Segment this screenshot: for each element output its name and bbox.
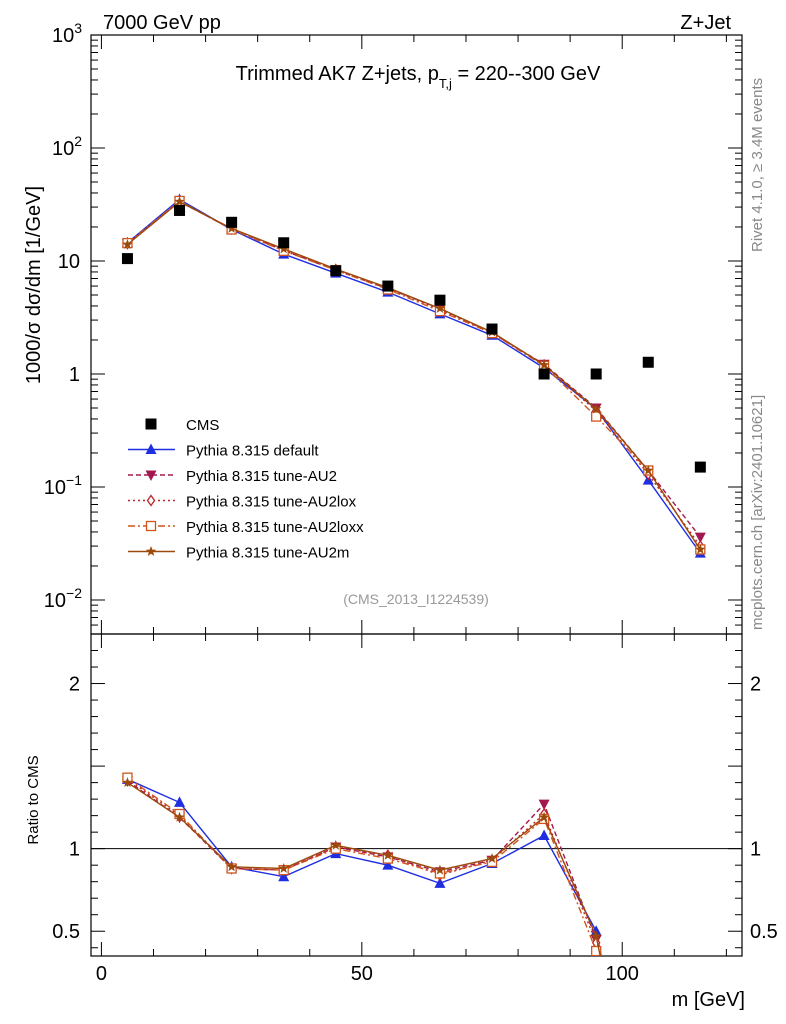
data-point-cms <box>486 323 498 335</box>
main-y-tick-label: 10 <box>58 251 80 273</box>
ratio-marker-0 <box>538 829 550 840</box>
ratio-marker-4 <box>382 849 394 860</box>
plot-title: Trimmed AK7 Z+jets, pT,j = 220--300 GeV <box>236 63 601 91</box>
ratio-marker-4 <box>590 930 602 941</box>
data-point-cms <box>278 237 290 249</box>
main-series-layer <box>121 193 706 558</box>
data-point-cms <box>694 461 706 473</box>
ratio-marker-4 <box>330 839 342 850</box>
series-marker-4 <box>538 359 550 370</box>
ratio-marker-1 <box>538 799 550 811</box>
rivet-label: Rivet 4.1.0, ≥ 3.4M events <box>749 78 766 252</box>
legend-label-3: Pythia 8.315 tune-AU2loxx <box>186 519 364 536</box>
ratio-line-1 <box>127 780 601 956</box>
ratio-line-2 <box>127 778 600 956</box>
x-axis-label: m [GeV] <box>672 989 745 1011</box>
ratio-y-tick-label-left: 0.5 <box>52 921 80 943</box>
legend-marker-cms <box>145 418 157 430</box>
ratio-marker-4 <box>486 853 498 864</box>
legend: CMS Pythia 8.315 default Pythia 8.315 tune… <box>128 417 364 562</box>
data-point-cms <box>538 368 550 380</box>
main-y-tick-label: 10−1 <box>44 472 82 499</box>
series-marker-3 <box>591 411 602 422</box>
main-y-tick-label: 10−2 <box>44 585 82 612</box>
legend-marker-1 <box>145 470 157 481</box>
data-point-cms <box>226 216 238 228</box>
ratio-y-tick-label-left: 1 <box>69 839 80 861</box>
data-point-cms <box>382 280 394 292</box>
header-right: Z+Jet <box>680 12 731 34</box>
legend-marker-2 <box>146 494 156 507</box>
plot-title-sub: T,j <box>439 76 452 91</box>
ratio-marker-0 <box>174 796 186 807</box>
ratio-marker-4 <box>278 862 289 873</box>
data-point-cms <box>121 253 133 265</box>
series-marker-4 <box>590 403 602 414</box>
legend-marker-3 <box>145 520 157 532</box>
series-line-4 <box>127 200 701 550</box>
legend-marker-4 <box>145 546 157 556</box>
ratio-y-tick-label-right: 0.5 <box>750 921 778 943</box>
main-y-tick-label: 1 <box>69 364 80 386</box>
ratio-marker-3 <box>591 945 602 956</box>
plot-title-tail: = 220--300 GeV <box>452 63 601 85</box>
legend-label-cms: CMS <box>186 417 219 434</box>
ratio-line-4 <box>127 782 601 956</box>
data-point-cms <box>330 265 342 277</box>
ratio-y-ticks: 2 2 1 1 0.5 0.5 <box>52 650 778 949</box>
ratio-marker-0 <box>434 877 446 888</box>
legend-label-1: Pythia 8.315 tune-AU2 <box>186 468 337 485</box>
series-marker-4 <box>122 238 133 249</box>
ratio-marker-4 <box>122 777 133 788</box>
series-marker-4 <box>643 464 654 475</box>
mcplots-label: mcplots.cern.ch [arXiv:2401.10621] <box>749 395 766 630</box>
ratio-y-tick-label-right: 1 <box>750 839 761 861</box>
data-point-cms <box>434 294 446 306</box>
series-marker-4 <box>226 222 237 233</box>
legend-label-2: Pythia 8.315 tune-AU2lox <box>186 494 357 511</box>
analysis-tag: (CMS_2013_I1224539) <box>343 591 489 607</box>
main-y-tick-label: 103 <box>52 20 82 47</box>
data-point-cms <box>642 356 654 368</box>
series-marker-4 <box>695 543 706 554</box>
series-marker-1 <box>694 532 706 544</box>
x-tick-label: 100 <box>606 963 639 985</box>
ratio-y-axis-label: Ratio to CMS <box>25 755 42 844</box>
legend-label-0: Pythia 8.315 default <box>186 443 319 460</box>
x-tick-label: 50 <box>351 963 373 985</box>
header-left: 7000 GeV pp <box>103 12 221 34</box>
main-y-axis-label: 1000/σ dσ/dm [1/GeV] <box>23 186 45 384</box>
x-tick-label: 0 <box>96 963 107 985</box>
legend-marker-0 <box>145 443 157 454</box>
legend-label-4: Pythia 8.315 tune-AU2m <box>186 545 349 562</box>
main-y-tick-label: 102 <box>52 133 82 160</box>
series-line-1 <box>127 200 701 538</box>
series-marker-4 <box>278 243 289 254</box>
plot-title-main: Trimmed AK7 Z+jets, p <box>236 63 439 85</box>
data-point-cms <box>590 368 602 380</box>
ratio-line-3 <box>127 777 599 956</box>
series-marker-4 <box>174 196 185 207</box>
ratio-marker-4 <box>538 811 550 822</box>
ratio-y-tick-label-left: 2 <box>69 674 80 696</box>
ratio-marker-4 <box>434 864 446 875</box>
ratio-line-0 <box>127 778 602 956</box>
data-point-cms <box>174 204 186 216</box>
ratio-marker-0 <box>382 859 394 870</box>
ratio-y-tick-label-right: 2 <box>750 674 761 696</box>
ratio-marker-4 <box>174 811 185 822</box>
ratio-plot-frame <box>90 633 743 957</box>
x-ticks: 0 50 100 <box>96 35 727 985</box>
ratio-series-layer <box>121 772 602 956</box>
series-marker-4 <box>434 302 446 313</box>
ratio-marker-4 <box>226 861 237 872</box>
